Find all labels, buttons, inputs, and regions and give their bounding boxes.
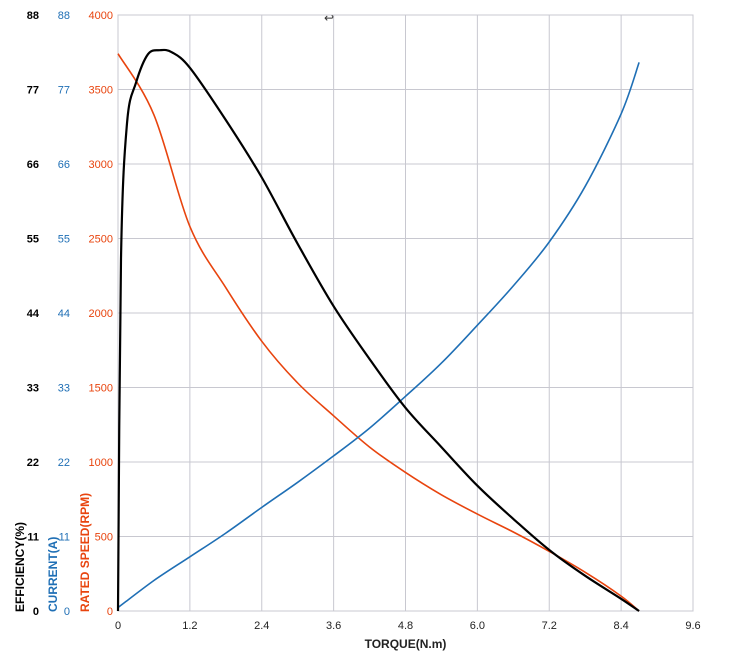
speed-tick-label: 3000 bbox=[89, 159, 113, 171]
current-axis-title: CURRENT(A) bbox=[46, 537, 60, 612]
efficiency-tick-label: 55 bbox=[27, 234, 39, 246]
tick-labels: 0 1.2 2.4 3.6 4.8 6.0 7.2 8.4 9.6 0 11 22 33 44 55 66 77… bbox=[27, 10, 701, 632]
series-lines bbox=[116, 48, 640, 612]
speed-axis-title: RATED SPEED(RPM) bbox=[78, 493, 92, 612]
x-tick-label: 3.6 bbox=[326, 620, 341, 632]
speed-tick-label: 2500 bbox=[89, 234, 113, 246]
x-tick-label: 0 bbox=[115, 620, 121, 632]
speed-tick-label: 0 bbox=[107, 606, 113, 618]
efficiency-tick-label: 44 bbox=[27, 308, 40, 320]
current-tick-label: 44 bbox=[58, 308, 70, 320]
x-tick-label: 6.0 bbox=[470, 620, 485, 632]
speed-tick-label: 3500 bbox=[89, 85, 113, 97]
current-tick-label: 33 bbox=[58, 383, 70, 395]
current-tick-label: 11 bbox=[59, 532, 70, 544]
x-tick-label: 9.6 bbox=[685, 620, 700, 632]
current-tick-label: 88 bbox=[58, 10, 70, 22]
efficiency-tick-label: 11 bbox=[27, 532, 39, 544]
efficiency-tick-label: 66 bbox=[27, 159, 39, 171]
return-arrow-mark: ↩ bbox=[324, 11, 334, 25]
speed-tick-label: 4000 bbox=[89, 10, 113, 22]
efficiency-curve bbox=[116, 48, 640, 612]
efficiency-tick-label: 88 bbox=[27, 10, 39, 22]
efficiency-tick-label: 77 bbox=[27, 85, 39, 97]
current-tick-label: 55 bbox=[58, 234, 70, 246]
x-tick-label: 1.2 bbox=[182, 620, 197, 632]
speed-tick-label: 1000 bbox=[89, 457, 113, 469]
x-tick-label: 7.2 bbox=[542, 620, 557, 632]
current-tick-label: 66 bbox=[58, 159, 70, 171]
efficiency-tick-label: 0 bbox=[33, 606, 39, 618]
x-axis-title: TORQUE(N.m) bbox=[365, 637, 447, 651]
x-tick-label: 4.8 bbox=[398, 620, 413, 632]
current-tick-label: 22 bbox=[58, 457, 70, 469]
efficiency-axis-title: EFFICIENCY(%) bbox=[13, 522, 27, 612]
x-tick-label: 8.4 bbox=[613, 620, 628, 632]
speed-tick-label: 1500 bbox=[89, 383, 113, 395]
current-tick-label: 0 bbox=[64, 606, 70, 618]
axis-titles: TORQUE(N.m) EFFICIENCY(%) CURRENT(A) RAT… bbox=[13, 493, 446, 651]
x-tick-label: 2.4 bbox=[254, 620, 269, 632]
speed-tick-label: 2000 bbox=[89, 308, 113, 320]
current-curve bbox=[117, 62, 640, 609]
current-tick-label: 77 bbox=[58, 85, 70, 97]
grid bbox=[117, 14, 694, 612]
efficiency-tick-label: 22 bbox=[27, 457, 39, 469]
speed-tick-label: 500 bbox=[95, 532, 113, 544]
efficiency-tick-label: 33 bbox=[27, 383, 39, 395]
speed-curve bbox=[117, 53, 640, 612]
